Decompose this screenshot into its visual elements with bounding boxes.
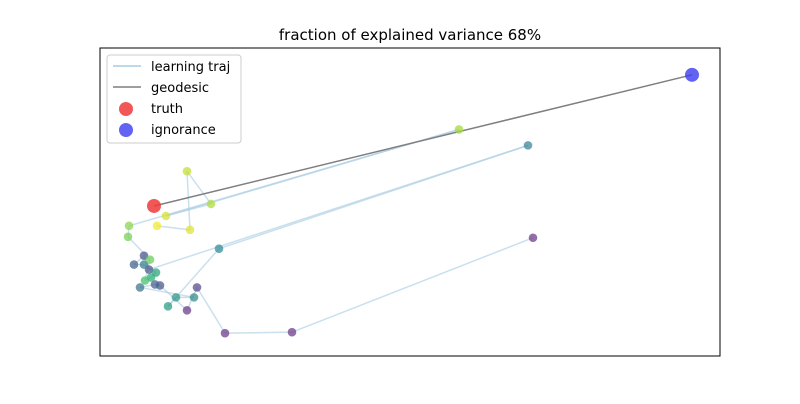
- trajectory-segment: [139, 286, 195, 299]
- trajectory-segment: [224, 331, 293, 334]
- plot-frame: [99, 47, 721, 357]
- trajectory-point: [523, 141, 533, 150]
- trajectory-point: [135, 283, 145, 292]
- legend-box: [106, 54, 242, 144]
- trajectory-segment: [148, 144, 529, 271]
- trajectory-segment: [156, 225, 191, 231]
- trajectory-point: [161, 211, 171, 221]
- truth-point: [147, 198, 161, 213]
- trajectory-point: [528, 233, 538, 243]
- legend-label-ignorance: ignorance: [151, 123, 216, 138]
- trajectory-point: [140, 276, 150, 285]
- chart-title: fraction of explained variance 68%: [279, 26, 541, 44]
- trajectory-point: [139, 260, 149, 269]
- trajectory-point: [220, 328, 230, 338]
- legend-swatch-ignorance: [119, 123, 133, 137]
- trajectory-point: [123, 232, 133, 242]
- trajectory-segment: [186, 171, 191, 230]
- trajectory-point: [124, 221, 134, 231]
- trajectory-segment: [291, 237, 534, 333]
- trajectory-points: [123, 125, 538, 338]
- legend: learning traj geodesic truth ignorance: [106, 54, 242, 144]
- trajectory-point: [185, 225, 195, 235]
- trajectory-point: [145, 255, 155, 264]
- trajectory-point: [287, 327, 297, 337]
- trajectory-point: [192, 283, 202, 292]
- geodesic-line: [153, 74, 693, 207]
- trajectory-point: [163, 302, 173, 311]
- trajectory-point: [171, 293, 181, 302]
- trajectory-point: [206, 199, 216, 209]
- trajectory-point: [182, 166, 192, 176]
- legend-label-learning-traj: learning traj: [151, 60, 230, 75]
- trajectory-point: [182, 305, 192, 315]
- legend-swatch-truth: [119, 102, 133, 116]
- trajectory-point: [152, 221, 162, 231]
- geodesic-layer: [153, 74, 693, 207]
- legend-label-truth: truth: [151, 102, 183, 117]
- legend-label-geodesic: geodesic: [151, 81, 209, 96]
- ignorance-point: [685, 67, 699, 82]
- trajectory-segment: [196, 287, 226, 334]
- trajectory-point: [189, 293, 199, 302]
- trajectory-segment: [186, 170, 212, 205]
- trajectory-point: [214, 244, 224, 253]
- trajectory-point: [454, 125, 464, 134]
- endpoint-markers: [147, 67, 699, 213]
- trajectory-point: [150, 280, 160, 289]
- trajectory-point: [129, 260, 139, 269]
